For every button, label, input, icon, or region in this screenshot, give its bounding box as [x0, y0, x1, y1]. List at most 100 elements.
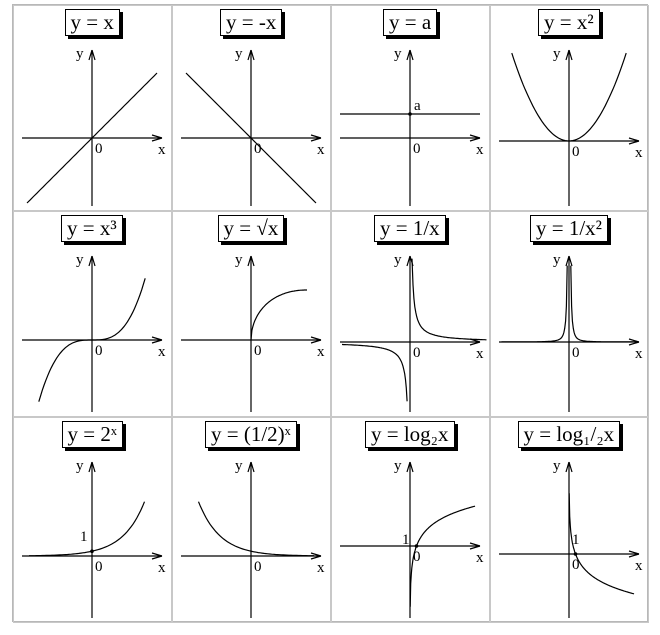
x-axis-label: x [476, 346, 484, 362]
curve-line [185, 72, 317, 204]
formula-title: y = a [383, 9, 438, 36]
graph-panel-constant: x y 0 a y = a [331, 5, 490, 211]
graph-plot: x y 0 [181, 252, 325, 412]
formula-text: y = x³ [67, 216, 117, 240]
y-axis-arrow [88, 49, 96, 61]
origin-label: 0 [95, 559, 103, 575]
y-axis-label: y [235, 46, 243, 62]
y-axis-arrow [88, 255, 96, 267]
graph-panel-inv-square: x y 0 y = 1/x² [490, 211, 649, 417]
curve-right-branch [570, 265, 637, 343]
function-graphs-table: x y 0 y = x x y 0 y = -x x y 0 a y = a x y 0 y = x² x y 0 y … [12, 4, 649, 623]
x-axis-label: x [635, 558, 643, 574]
graph-plot: x y 0 [340, 252, 487, 412]
graph-plot: x y 01 [340, 458, 484, 618]
formula-title: y = x² [538, 9, 600, 36]
y-axis-label: y [76, 458, 84, 474]
curve-cubic [38, 278, 146, 402]
origin-label: 0 [572, 144, 580, 160]
curve-logarithm [409, 505, 476, 607]
y-axis-arrow [247, 49, 255, 61]
formula-title: y = log₂x [365, 421, 455, 448]
curve-left-branch [501, 265, 568, 343]
origin-label: 0 [572, 345, 580, 361]
formula-title: y = √x [217, 215, 285, 242]
graph-panel-neg-linear: x y 0 y = -x [172, 5, 331, 211]
graph-plot: x y 0 [181, 46, 325, 206]
y-axis-label: y [553, 46, 561, 62]
curve-exponential [29, 501, 146, 557]
formula-title: y = 1/x² [530, 215, 608, 242]
graph-panel-log-half: x y 0 1 y = log₁/₂x [490, 417, 649, 623]
y-axis-arrow [406, 461, 414, 473]
formula-text: y = √x [223, 216, 279, 240]
point-label: 1 [402, 532, 410, 548]
x-axis-label: x [476, 550, 484, 566]
y-axis-label: y [76, 252, 84, 268]
curve-hyperbola-left [342, 343, 408, 402]
graph-plot: x y 0 [499, 46, 643, 206]
formula-text: y = log₁/₂x [523, 422, 615, 446]
origin-label: 0 [254, 559, 262, 575]
graph-plot: x y 0 [499, 252, 643, 412]
y-axis-label: y [394, 458, 402, 474]
x-axis-arrow [469, 134, 481, 142]
y-axis-label: y [553, 458, 561, 474]
x-axis-arrow [310, 336, 322, 344]
x-axis-label: x [635, 145, 643, 161]
formula-title: y = log₁/₂x [517, 421, 621, 448]
formula-text: y = 2ˣ [67, 422, 117, 446]
x-axis-arrow [151, 552, 163, 560]
x-axis-arrow [628, 338, 640, 346]
y-axis-arrow [247, 255, 255, 267]
formula-title: y = x³ [61, 215, 123, 242]
intercept-point [90, 549, 94, 553]
origin-label: 0 [413, 549, 421, 565]
curve-line [26, 72, 158, 204]
graph-panel-linear: x y 0 y = x [13, 5, 172, 211]
y-axis-label: y [394, 252, 402, 268]
y-axis-label: y [553, 252, 561, 268]
origin-label: 0 [413, 345, 421, 361]
x-axis-label: x [317, 344, 325, 360]
x-axis-label: x [317, 560, 325, 576]
formula-title: y = (1/2)ˣ [205, 421, 297, 448]
curve-parabola [511, 52, 627, 142]
point-label: a [414, 98, 421, 114]
x-axis-label: x [317, 142, 325, 158]
formula-text: y = 1/x² [536, 216, 602, 240]
intercept-point [408, 112, 412, 116]
formula-text: y = x² [544, 10, 594, 34]
origin-label: 0 [254, 141, 262, 157]
x-axis-arrow [628, 550, 640, 558]
graph-panel-sqrt: x y 0 y = √x [172, 211, 331, 417]
x-axis-arrow [151, 134, 163, 142]
graph-plot: x y 0 [181, 458, 325, 618]
graph-panel-square: x y 0 y = x² [490, 5, 649, 211]
graph-panel-cube: x y 0 y = x³ [13, 211, 172, 417]
x-axis-arrow [628, 137, 640, 145]
x-axis-arrow [310, 134, 322, 142]
x-axis-label: x [635, 346, 643, 362]
formula-title: y = 1/x [374, 215, 446, 242]
curve-sqrt [250, 289, 307, 341]
intercept-point [573, 552, 578, 556]
x-axis-label: x [158, 560, 166, 576]
y-axis-arrow [565, 49, 573, 61]
graph-plot: x y 01 [22, 458, 166, 618]
curve-exponential [197, 501, 314, 557]
intercept-point [414, 544, 419, 548]
formula-text: y = 1/x [380, 216, 440, 240]
y-axis-arrow [247, 461, 255, 473]
x-axis-arrow [469, 542, 481, 550]
origin-label: 0 [413, 141, 421, 157]
formula-text: y = -x [226, 10, 277, 34]
formula-text: y = log₂x [371, 422, 449, 446]
graph-plot: x y 0 a [340, 46, 484, 206]
graph-panel-reciprocal: x y 0 y = 1/x [331, 211, 490, 417]
formula-title: y = 2ˣ [61, 421, 123, 448]
graph-plot: x y 0 [22, 46, 166, 206]
point-label: 1 [572, 532, 580, 548]
